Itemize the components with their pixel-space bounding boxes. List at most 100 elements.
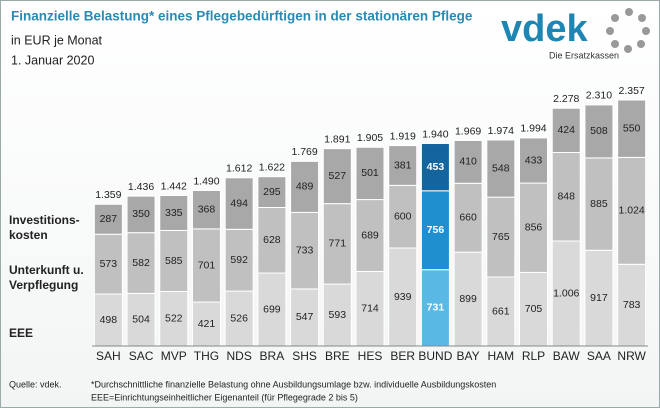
x-tick-label: BRE (325, 349, 350, 363)
bar-segment (126, 292, 156, 347)
logo-ring (606, 8, 650, 53)
total-label: 1.490 (193, 175, 219, 187)
segment-label: 783 (623, 299, 641, 311)
x-tick-label: HAM (487, 349, 514, 363)
segment-label: 660 (459, 212, 477, 224)
bar-segment (322, 148, 352, 205)
bar-segment (519, 137, 549, 184)
segment-label: 494 (230, 197, 248, 209)
x-tick-label: BRA (260, 349, 285, 363)
series-label: Unterkunft u. Verpflegung (9, 263, 84, 292)
bar-segment (159, 194, 189, 231)
total-label: 1.891 (324, 133, 350, 145)
bar-segment (519, 182, 549, 273)
segment-label: 424 (557, 124, 575, 136)
segment-label: 917 (590, 292, 608, 304)
segment-label: 771 (329, 238, 347, 250)
x-tick-label: SAH (96, 349, 121, 363)
segment-label: 295 (263, 186, 281, 198)
segment-label: 489 (296, 181, 314, 193)
total-label: 1.612 (226, 163, 252, 175)
segment-label: 526 (230, 312, 248, 324)
bar-segment (551, 107, 581, 153)
bar-segment (191, 189, 221, 230)
bar-segment (617, 99, 647, 158)
x-tick-label: SAA (587, 349, 611, 363)
subtitle: 1. Januar 2020 (11, 53, 94, 67)
bar-segment (159, 229, 189, 293)
segment-label: 501 (361, 167, 379, 179)
segment-label: 939 (394, 291, 412, 303)
segment-label: 453 (427, 161, 445, 173)
segment-label: 885 (590, 198, 608, 210)
bar-segment (617, 263, 647, 347)
segment-label: 421 (198, 318, 216, 330)
segment-label: 573 (100, 258, 118, 270)
bar-segment (290, 211, 320, 290)
bar-segment (257, 272, 287, 347)
segment-label: 548 (492, 162, 510, 174)
total-label: 1.622 (259, 161, 285, 173)
bar-segment (486, 196, 516, 278)
total-label: 1.436 (128, 181, 154, 193)
segment-label: 1.024 (619, 205, 645, 217)
segment-label: 705 (525, 303, 543, 315)
segment-label: 582 (132, 257, 150, 269)
bar-segment (224, 177, 254, 230)
segment-label: 600 (394, 210, 412, 222)
total-label: 1.969 (455, 125, 481, 137)
segment-label: 856 (525, 222, 543, 234)
segment-label: 504 (132, 313, 150, 325)
bar-segment (93, 293, 123, 347)
x-tick-label: BAY (457, 349, 480, 363)
x-tick-label: NRW (617, 349, 646, 363)
bar-segment (126, 195, 156, 234)
bar-segment (388, 247, 418, 347)
bar-segment (420, 190, 450, 271)
bar-segment (420, 143, 450, 192)
segment-label: 550 (623, 122, 641, 134)
x-tick-label: NDS (227, 349, 252, 363)
segment-label: 731 (427, 302, 445, 314)
total-label: 1.442 (161, 180, 187, 192)
bar-segment (486, 139, 516, 198)
chart-title: Finanzielle Belastung* eines Pflegebedür… (11, 9, 473, 24)
segment-label: 699 (263, 303, 281, 315)
x-tick-label: BAW (553, 349, 581, 363)
bar-segment (584, 104, 614, 159)
segment-label: 689 (361, 229, 379, 241)
bar-segment (388, 145, 418, 186)
x-tick-label: SHS (292, 349, 317, 363)
segment-label: 733 (296, 244, 314, 256)
segment-label: 701 (198, 259, 216, 271)
x-tick-label: MVP (161, 349, 187, 363)
bar-segment (257, 207, 287, 274)
bar-segment (93, 233, 123, 295)
segment-label: 765 (492, 231, 510, 243)
total-label: 2.310 (586, 90, 612, 102)
segment-label: 335 (165, 207, 183, 219)
segment-label: 350 (132, 208, 150, 220)
segment-label: 585 (165, 255, 183, 267)
bar-segment (257, 176, 287, 209)
logo-tagline: Die Ersatzkassen (549, 50, 619, 60)
bar-segment (453, 139, 483, 184)
bar-segment (322, 203, 352, 285)
x-tick-label: THG (194, 349, 219, 363)
segment-label: 714 (361, 303, 379, 315)
note: EEE=Einrichtungseinheitlicher Eigenantei… (91, 392, 358, 402)
segment-label: 547 (296, 311, 314, 323)
x-tick-label: RLP (522, 349, 545, 363)
subtitle: in EUR je Monat (11, 33, 103, 47)
total-label: 1.359 (95, 189, 121, 201)
bar-segment (584, 157, 614, 251)
bar-segment (290, 288, 320, 347)
x-tick-label: SAC (129, 349, 154, 363)
bar-segment (191, 301, 221, 347)
series-label: EEE (9, 326, 34, 340)
x-tick-label: HES (358, 349, 383, 363)
bar-segment (355, 146, 385, 201)
segment-label: 498 (100, 314, 118, 326)
segment-label: 592 (230, 254, 248, 266)
bar-segment (126, 232, 156, 294)
